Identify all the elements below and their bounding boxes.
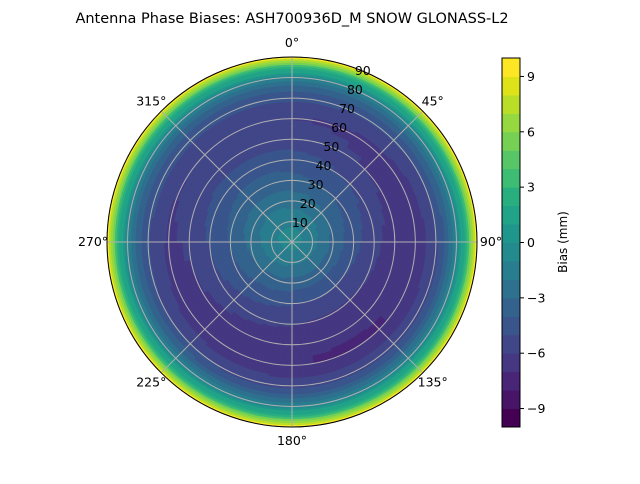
radial-tick-label: 50 (323, 139, 339, 154)
radial-tick-label: 20 (300, 196, 316, 211)
colorbar-band (502, 261, 520, 280)
colorbar-tick-label: −3 (527, 290, 545, 305)
colorbar-band (502, 243, 520, 262)
chart-title: Antenna Phase Biases: ASH700936D_M SNOW … (75, 11, 508, 27)
colorbar-band (502, 353, 520, 372)
colorbar-band (502, 206, 520, 225)
colorbar-band (502, 113, 520, 132)
angular-tick-label: 135° (418, 375, 448, 390)
colorbar-band (502, 390, 520, 409)
radial-tick-label: 90 (355, 63, 371, 78)
angular-tick-label: 225° (136, 375, 166, 390)
colorbar-tick-label: −6 (527, 346, 545, 361)
colorbar-band (502, 298, 520, 317)
radial-tick-label: 30 (308, 177, 324, 192)
angular-tick-label: 315° (136, 93, 166, 108)
colorbar-band (502, 335, 520, 354)
colorbar-band (502, 132, 520, 151)
colorbar-label: Bias (mm) (556, 211, 570, 273)
colorbar-band (502, 95, 520, 114)
colorbar-tick-label: 6 (527, 124, 535, 139)
colorbar-tick-label: 9 (527, 69, 535, 84)
colorbar-band (502, 409, 520, 428)
colorbar-band (502, 316, 520, 335)
radial-tick-label: 80 (347, 82, 363, 97)
polar-plot: 0° 45° 90° 135° 180° 225° 270° 315° 10 20 30 40 50 60… (78, 35, 502, 448)
colorbar-band (502, 169, 520, 188)
colorbar-band (502, 150, 520, 169)
angular-tick-label: 0° (285, 35, 299, 50)
colorbar-band (502, 279, 520, 298)
colorbar-band (502, 76, 520, 95)
radial-tick-label: 70 (339, 101, 355, 116)
radial-tick-label: 10 (292, 215, 308, 230)
radial-tick-label: 40 (316, 158, 332, 173)
colorbar-band (502, 58, 520, 77)
angular-tick-label: 180° (277, 433, 307, 448)
colorbar-tick-label: −9 (527, 401, 545, 416)
angular-tick-label: 270° (78, 234, 108, 249)
colorbar-band (502, 372, 520, 391)
radial-tick-label: 60 (331, 120, 347, 135)
angular-tick-label: 90° (480, 234, 502, 249)
colorbar: −9 −6 −3 0 3 6 9 (502, 58, 545, 428)
colorbar-band (502, 187, 520, 206)
colorbar-tick-label: 0 (527, 235, 535, 250)
colorbar-tick-label: 3 (527, 180, 535, 195)
angular-tick-label: 45° (422, 93, 444, 108)
colorbar-band (502, 224, 520, 243)
